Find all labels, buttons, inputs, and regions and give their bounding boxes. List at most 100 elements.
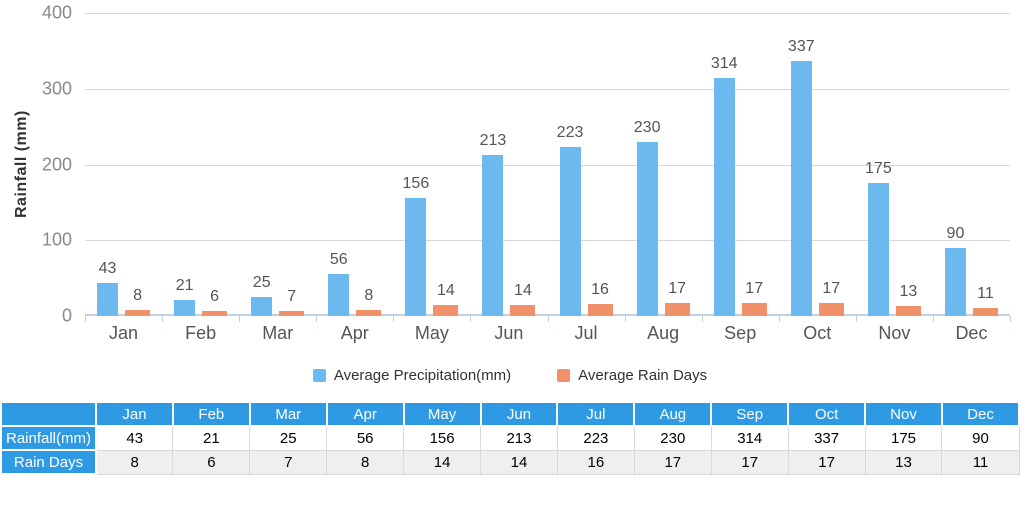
table-cell: 17 [710, 449, 789, 475]
rain-days-value-label: 17 [745, 280, 764, 298]
bar-precipitation [636, 141, 658, 316]
table-month-header: Nov [864, 401, 943, 427]
x-category-label: Mar [262, 323, 294, 343]
precipitation-value-label: 175 [865, 160, 892, 178]
bar-rain-days [895, 306, 921, 316]
precipitation-value-label: 230 [633, 118, 661, 136]
rain-days-value-label: 17 [822, 280, 841, 298]
x-category-label: Feb [185, 323, 217, 343]
bar-precipitation [559, 147, 581, 316]
x-axis-tick [316, 316, 318, 322]
bar-rain-days [818, 303, 844, 316]
x-category-label: Nov [878, 323, 911, 343]
table-month-header: May [402, 401, 482, 427]
y-tick-label: 100 [41, 229, 72, 250]
x-category-label: Oct [803, 323, 832, 343]
table-cell: 14 [403, 449, 482, 475]
table-body: Rainfall(mm) 43 21 25 56 156 213 223 230 314 337 17… [0, 425, 1020, 475]
table-cell: 25 [249, 425, 328, 451]
table-cell: 17 [633, 449, 712, 475]
rain-days-value-label: 11 [977, 284, 994, 302]
precipitation-value-label: 223 [556, 124, 584, 142]
y-tick-label: 0 [61, 305, 72, 326]
chart-legend: Average Precipitation(mm) Average Rain Da… [0, 367, 1020, 384]
bar-rain-days [664, 303, 690, 316]
table-month-header: Dec [940, 401, 1020, 427]
rain-days-value-label: 7 [287, 287, 297, 305]
precipitation-value-label: 21 [175, 277, 194, 295]
bar-precipitation [405, 197, 427, 316]
rain-days-value-label: 14 [514, 282, 532, 300]
table-month-header: Jul [556, 401, 636, 427]
x-category-label: Dec [955, 323, 988, 343]
precipitation-value-label: 156 [402, 174, 430, 192]
table-month-header: Jan [95, 401, 174, 427]
x-category-label: Sep [724, 323, 757, 343]
y-tick-label: 300 [41, 78, 72, 99]
legend-label-precipitation: Average Precipitation(mm) [333, 367, 512, 384]
bar-precipitation [251, 297, 273, 316]
bar-precipitation [328, 273, 350, 316]
x-axis-tick [547, 316, 549, 322]
x-category-label: Jan [109, 323, 139, 343]
table-header-row: Jan Feb Mar Apr May Jun Jul Aug Sep Oct Nov Dec [0, 401, 1020, 427]
table-cell: 16 [556, 449, 635, 475]
bar-rain-days [202, 311, 228, 316]
monthly-data-table: Jan Feb Mar Apr May Jun Jul Aug Sep Oct Nov Dec Rain… [0, 401, 1020, 475]
rain-days-swatch-icon [557, 369, 571, 382]
bar-rain-days [741, 303, 767, 316]
x-category-label: Apr [340, 323, 369, 343]
bar-precipitation [97, 283, 119, 316]
table-cell: 21 [172, 425, 251, 451]
bar-precipitation [867, 183, 889, 316]
bar-precipitation [713, 78, 735, 316]
x-axis-tick [239, 316, 241, 322]
x-axis-tick [855, 316, 857, 322]
rainfall-bar-chart: Rainfall (mm) 43 21 25 56 156 213 223 230 314 337… [13, 2, 1011, 343]
table-cell: 8 [95, 449, 174, 475]
y-gridline [85, 240, 1010, 242]
x-axis-tick [932, 316, 934, 322]
bar-rain-days [510, 305, 536, 316]
table-cell: 17 [787, 449, 866, 475]
x-category-label: Aug [647, 323, 680, 343]
rain-days-value-label: 8 [133, 286, 142, 304]
table-cell: 223 [556, 425, 635, 451]
table-cell: 13 [864, 449, 943, 475]
table-month-header: Feb [171, 401, 251, 427]
rain-days-value-label: 14 [436, 282, 455, 300]
precipitation-value-label: 314 [710, 55, 738, 73]
table-cell: 175 [864, 425, 943, 451]
y-tick-label: 400 [41, 2, 72, 23]
precipitation-value-label: 56 [329, 250, 348, 268]
table-cell: 14 [480, 449, 558, 475]
y-gridline [85, 164, 1010, 166]
rain-days-value-label: 16 [591, 280, 609, 298]
bar-rain-days [125, 309, 151, 316]
x-axis-line [85, 314, 1010, 316]
x-category-label: Jun [494, 323, 524, 343]
bar-precipitation [482, 154, 504, 316]
table-month-header: Aug [633, 401, 713, 427]
table-cell: 56 [326, 425, 405, 451]
x-axis-tick [393, 316, 395, 322]
table-cell: 230 [633, 425, 712, 451]
table-head: Jan Feb Mar Apr May Jun Jul Aug Sep Oct Nov Dec [0, 401, 1020, 427]
rain-days-value-label: 8 [364, 286, 374, 304]
table-month-header: Apr [325, 401, 405, 427]
table-cell: 90 [941, 425, 1020, 451]
table-month-header: Mar [248, 401, 328, 427]
precipitation-value-label: 213 [479, 131, 507, 149]
bar-rain-days [587, 303, 613, 316]
table-row-label: Rainfall(mm) [0, 425, 97, 451]
table-cell: 213 [480, 425, 558, 451]
table-container: Jan Feb Mar Apr May Jun Jul Aug Sep Oct Nov Dec Rain… [0, 401, 1020, 475]
table-row: Rain Days 8 6 7 8 14 14 16 17 17 17 13 11 [0, 449, 1020, 475]
table-month-header: Oct [787, 401, 867, 427]
rain-days-value-label: 13 [899, 283, 918, 301]
plot-area: 43 21 25 56 156 213 223 230 314 337 175 90 8 6 7 8 14 14 1… [85, 13, 1010, 316]
y-gridline [85, 88, 1010, 90]
legend-item-rain-days: Average Rain Days [557, 367, 707, 384]
x-axis-tick [162, 316, 164, 322]
table-row: Rainfall(mm) 43 21 25 56 156 213 223 230 314 337 17… [0, 425, 1020, 451]
